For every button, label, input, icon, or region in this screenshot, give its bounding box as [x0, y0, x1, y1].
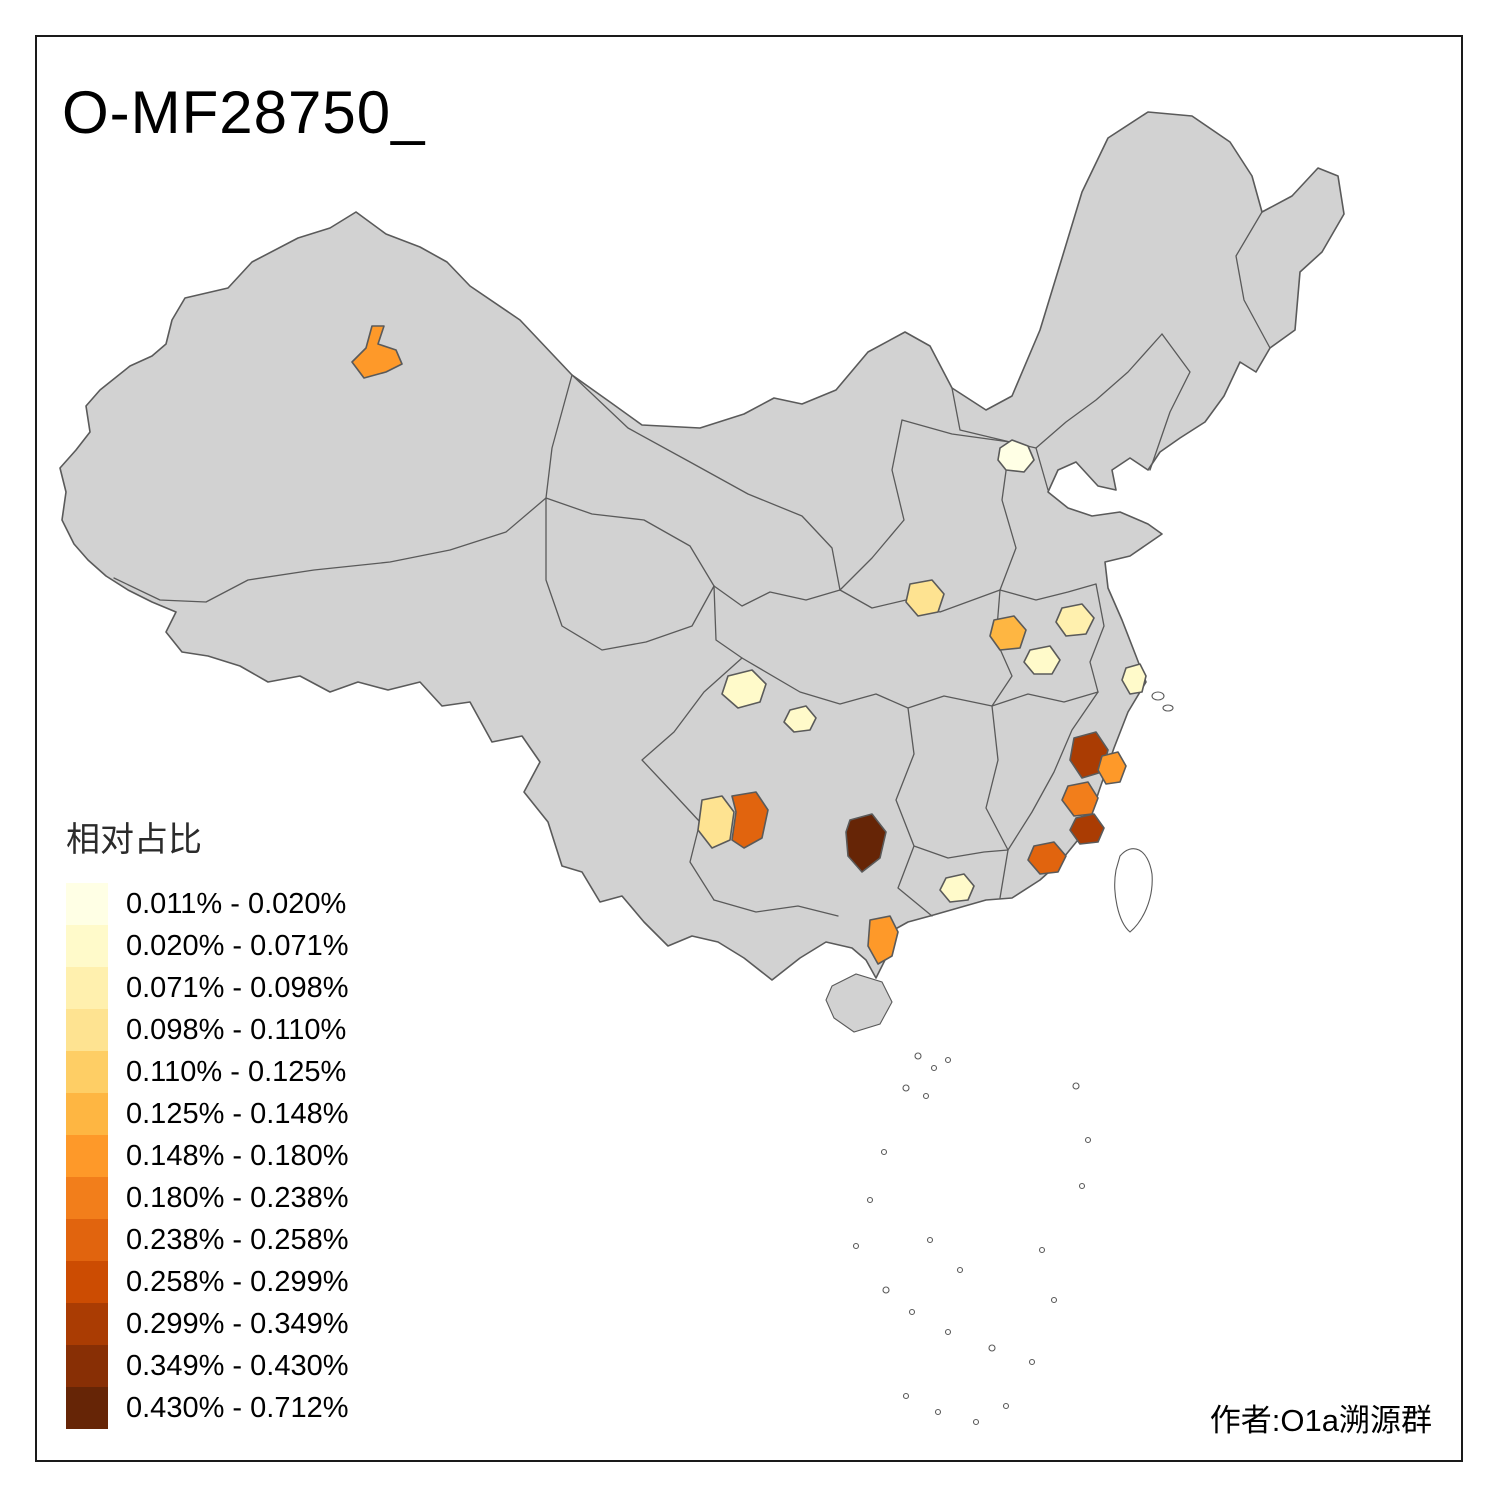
legend-swatch	[66, 1303, 108, 1345]
south-china-sea-islets	[852, 1052, 1092, 1426]
legend-bin-label: 0.180% - 0.238%	[126, 1182, 349, 1214]
legend-row: 0.125% - 0.148%	[66, 1093, 348, 1135]
legend-row: 0.011% - 0.020%	[66, 883, 348, 925]
legend-row: 0.299% - 0.349%	[66, 1303, 348, 1345]
taiwan-island	[1114, 848, 1153, 933]
region-yunnan-west	[697, 795, 735, 849]
legend-bin-label: 0.238% - 0.258%	[126, 1224, 349, 1256]
legend-swatch	[66, 1387, 108, 1429]
legend-bin-label: 0.148% - 0.180%	[126, 1140, 349, 1172]
legend-row: 0.098% - 0.110%	[66, 1009, 348, 1051]
legend-swatch	[66, 1051, 108, 1093]
legend-swatch	[66, 1219, 108, 1261]
hainan-island	[825, 973, 893, 1033]
islands	[825, 691, 1174, 1426]
legend-row: 0.238% - 0.258%	[66, 1219, 348, 1261]
legend-bin-label: 0.020% - 0.071%	[126, 930, 349, 962]
attribution-text: 作者:O1a溯源群	[1209, 1403, 1432, 1438]
legend-bin-label: 0.098% - 0.110%	[126, 1014, 347, 1046]
legend-title: 相对占比	[66, 821, 202, 859]
legend-bin-label: 0.011% - 0.020%	[126, 888, 347, 920]
region-leizhou	[867, 915, 899, 965]
legend-swatch	[66, 967, 108, 1009]
region-guangdong-west	[939, 873, 975, 903]
region-henan-south	[1023, 645, 1061, 675]
legend-swatch	[66, 925, 108, 967]
legend-swatch	[66, 883, 108, 925]
legend-row: 0.349% - 0.430%	[66, 1345, 348, 1387]
legend-row: 0.148% - 0.180%	[66, 1135, 348, 1177]
legend-row: 0.430% - 0.712%	[66, 1387, 348, 1429]
legend-row: 0.180% - 0.238%	[66, 1177, 348, 1219]
region-xinjiang	[351, 325, 403, 379]
legend-bin-label: 0.349% - 0.430%	[126, 1350, 349, 1382]
region-beijing	[997, 439, 1035, 473]
legend-row: 0.020% - 0.071%	[66, 925, 348, 967]
region-chengdu	[721, 669, 767, 709]
legend-swatch	[66, 1093, 108, 1135]
region-guizhou	[845, 813, 887, 873]
region-fujian-south	[1069, 813, 1105, 845]
region-chaoshan	[1027, 841, 1067, 875]
region-yunnan-central	[731, 791, 769, 849]
legend-bin-label: 0.110% - 0.125%	[126, 1056, 347, 1088]
region-henan	[989, 615, 1027, 651]
legend-bin-label: 0.299% - 0.349%	[126, 1308, 349, 1340]
legend-swatch	[66, 1177, 108, 1219]
legend-row: 0.071% - 0.098%	[66, 967, 348, 1009]
page-title: O-MF28750_	[62, 79, 426, 146]
region-anhui	[1055, 603, 1095, 637]
legend-swatch	[66, 1009, 108, 1051]
legend: 相对占比 0.011% - 0.020% 0.020% - 0.071% 0.0…	[66, 812, 348, 1429]
legend-swatch	[66, 1261, 108, 1303]
legend-bin-label: 0.430% - 0.712%	[126, 1392, 349, 1424]
province-boundaries	[113, 211, 1271, 917]
region-zhejiang-coast	[1097, 751, 1127, 785]
legend-bin-label: 0.125% - 0.148%	[126, 1098, 349, 1130]
legend-swatch	[66, 1135, 108, 1177]
highlighted-regions	[351, 325, 1147, 965]
legend-swatch	[66, 1345, 108, 1387]
legend-bin-label: 0.071% - 0.098%	[126, 972, 349, 1004]
legend-row: 0.110% - 0.125%	[66, 1051, 348, 1093]
region-shaanxi	[905, 579, 945, 617]
region-chongqing	[783, 705, 817, 733]
legend-row: 0.258% - 0.299%	[66, 1261, 348, 1303]
legend-rows: 0.011% - 0.020% 0.020% - 0.071% 0.071% -…	[66, 883, 348, 1429]
region-shanghai	[1121, 663, 1147, 695]
legend-bin-label: 0.258% - 0.299%	[126, 1266, 349, 1298]
